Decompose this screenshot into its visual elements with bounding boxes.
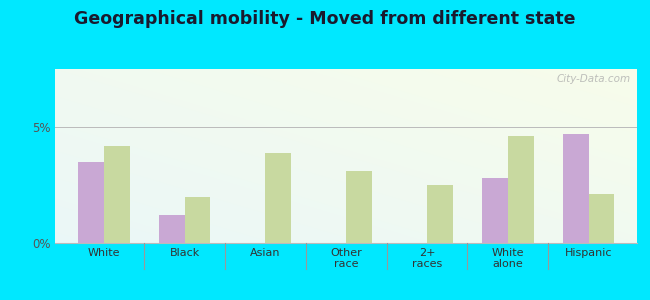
Bar bbox=[346, 171, 372, 243]
Bar bbox=[508, 136, 534, 243]
Bar bbox=[427, 185, 453, 243]
Bar bbox=[265, 152, 291, 243]
Text: City-Data.com: City-Data.com bbox=[557, 74, 631, 84]
Bar bbox=[563, 134, 588, 243]
Bar bbox=[588, 194, 614, 243]
Bar bbox=[185, 196, 211, 243]
Bar bbox=[159, 215, 185, 243]
Bar bbox=[482, 178, 508, 243]
Bar bbox=[104, 146, 129, 243]
Bar bbox=[78, 162, 104, 243]
Text: Geographical mobility - Moved from different state: Geographical mobility - Moved from diffe… bbox=[74, 11, 576, 28]
